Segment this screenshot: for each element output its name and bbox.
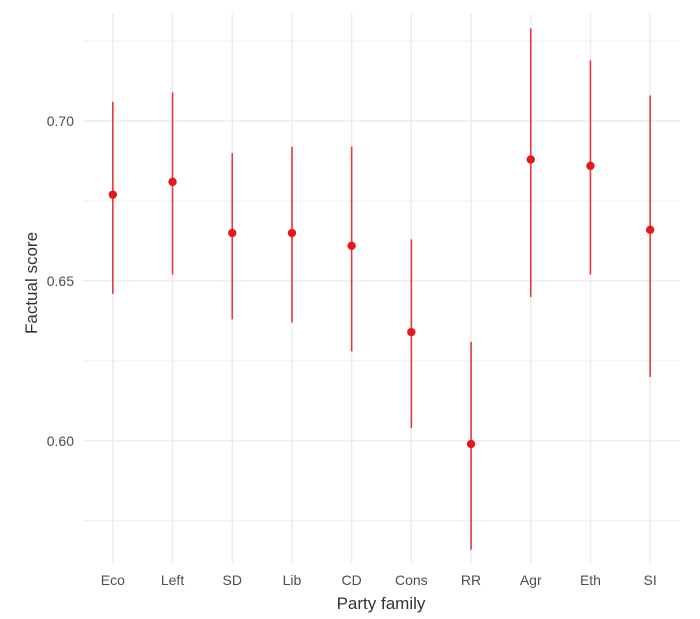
data-point [287, 228, 297, 238]
x-tick-label: Left [161, 572, 184, 588]
y-axis-title: Factual score [22, 232, 41, 334]
data-point [347, 241, 356, 251]
x-tick-label: Lib [283, 572, 302, 588]
data-point [168, 177, 177, 187]
y-tick-label: 0.65 [47, 273, 74, 289]
y-tick-label: 0.70 [47, 113, 74, 129]
data-point [108, 190, 118, 199]
x-tick-label: CD [342, 572, 362, 588]
data-point [645, 225, 655, 235]
data-point [407, 327, 416, 337]
x-tick-label: SI [644, 572, 657, 588]
x-tick-label: RR [461, 572, 481, 588]
data-point [526, 155, 535, 164]
y-tick-label: 0.60 [47, 433, 74, 449]
error-bars [112, 28, 651, 550]
data-point [466, 439, 476, 449]
x-tick-label: Eth [580, 572, 601, 588]
x-axis-ticks: Eco Left SD Lib CD Cons RR Agr Eth SI [101, 572, 657, 588]
data-points [108, 155, 655, 449]
x-tick-label: Eco [101, 572, 125, 588]
y-axis-ticks: 0.60 0.65 0.70 [47, 113, 74, 449]
x-tick-label: SD [223, 572, 242, 588]
data-point [586, 161, 595, 171]
data-point [228, 228, 237, 238]
x-tick-label: Agr [520, 572, 542, 588]
x-tick-label: Cons [395, 572, 428, 588]
x-axis-title: Party family [337, 594, 426, 613]
